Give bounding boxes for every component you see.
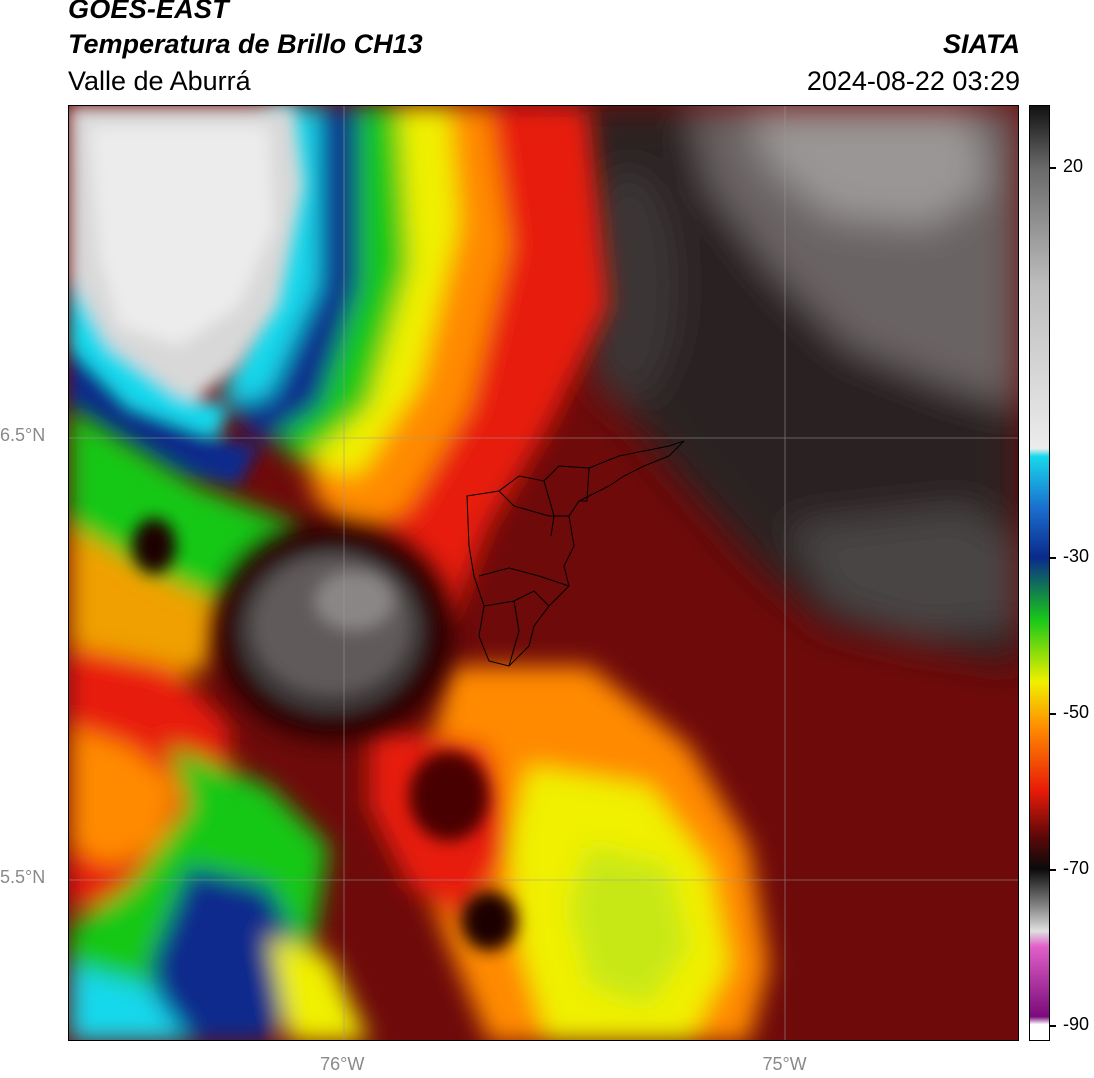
product-title: Temperatura de Brillo CH13	[68, 29, 423, 59]
colorbar-tick-label: -90	[1063, 1014, 1090, 1035]
lat-tick-label: 6.5°N	[0, 425, 46, 446]
lon-tick-label: 76°W	[320, 1054, 365, 1074]
northwest-cold-cloud	[69, 106, 304, 486]
colorbar-tick-label: -70	[1063, 858, 1090, 879]
colorbar-tick-label: -50	[1063, 702, 1090, 723]
colorbar-tick-mark	[1050, 557, 1056, 559]
satellite-title: GOES-EAST	[68, 0, 229, 24]
central-cold-cloud	[214, 521, 454, 741]
colorbar-tick-label: 20	[1063, 156, 1084, 177]
municipality-boundaries	[466, 440, 685, 667]
lon-tick-label: 75°W	[762, 1054, 807, 1074]
colorbar-tick-mark	[1050, 869, 1056, 871]
timestamp-label: 2024-08-22 03:29	[806, 66, 1020, 96]
map-panel[interactable]	[68, 105, 1019, 1041]
west-band	[69, 406, 369, 1040]
region-title: Valle de Aburrá	[68, 66, 251, 96]
gridlines	[69, 106, 1018, 1040]
organization-label: SIATA	[943, 29, 1020, 59]
colorbar-tick-mark	[1050, 1025, 1056, 1027]
colorbar-tick-mark	[1050, 713, 1056, 715]
brightness-temperature-map	[69, 106, 1018, 1040]
east-warm-region	[559, 106, 1018, 666]
colorbar-tick-label: -30	[1063, 546, 1090, 567]
lat-tick-label: 5.5°N	[0, 866, 46, 887]
warm-spots	[132, 518, 517, 951]
colorbar-tick-mark	[1050, 167, 1056, 169]
colorbar	[1029, 105, 1050, 1041]
